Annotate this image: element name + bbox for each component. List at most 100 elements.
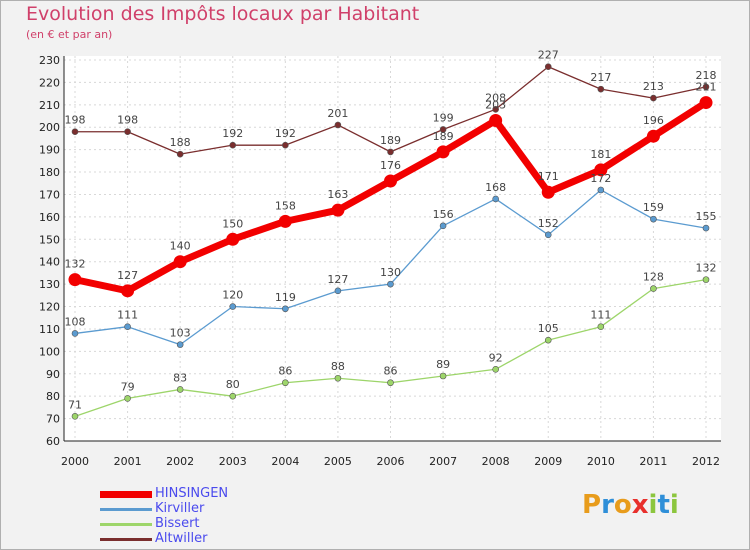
data-label: 218 — [696, 69, 717, 82]
legend-label: Kirviller — [155, 501, 205, 516]
x-tick-label: 2003 — [219, 455, 247, 468]
x-tick-label: 2007 — [429, 455, 457, 468]
data-point — [124, 323, 131, 331]
data-label: 176 — [380, 159, 401, 172]
data-point — [121, 284, 135, 298]
data-point — [124, 128, 131, 136]
data-label: 79 — [121, 380, 135, 393]
data-point — [650, 285, 657, 292]
y-tick-label: 220 — [39, 76, 60, 89]
legend-swatch-altwiller — [100, 538, 152, 541]
data-point — [282, 305, 289, 313]
data-point — [384, 174, 397, 188]
data-point — [702, 224, 710, 232]
y-tick-label: 60 — [46, 435, 60, 448]
data-label: 150 — [222, 217, 243, 230]
data-point — [544, 231, 552, 239]
data-point — [492, 365, 499, 373]
x-tick-label: 2011 — [639, 455, 667, 468]
y-tick-label: 160 — [39, 211, 60, 224]
legend-label: HINSINGEN — [155, 486, 229, 501]
data-label: 80 — [226, 378, 240, 391]
data-point — [229, 141, 237, 149]
data-point — [278, 214, 292, 228]
y-tick-label: 90 — [46, 368, 60, 381]
data-label: 111 — [117, 309, 138, 322]
plot-area — [64, 56, 721, 441]
data-label: 92 — [489, 351, 503, 364]
y-tick-label: 70 — [46, 413, 60, 426]
data-label: 198 — [117, 114, 138, 127]
y-tick-label: 100 — [39, 345, 60, 358]
data-label: 192 — [275, 127, 296, 140]
x-tick-label: 2010 — [587, 455, 615, 468]
data-label: 132 — [696, 262, 717, 275]
data-point — [334, 287, 342, 295]
y-tick-label: 190 — [39, 144, 60, 157]
data-label: 198 — [65, 114, 86, 127]
legend-swatch-hinsingen — [100, 491, 152, 498]
data-label: 88 — [331, 360, 345, 373]
logo-letter: x — [631, 490, 649, 520]
brand-logo: Proxiti — [582, 490, 679, 520]
data-point — [544, 63, 552, 71]
y-tick-label: 180 — [39, 166, 60, 179]
data-label: 189 — [380, 134, 401, 147]
data-label: 140 — [170, 240, 191, 253]
data-label: 86 — [278, 365, 292, 378]
data-point — [650, 215, 657, 223]
data-point — [282, 141, 289, 149]
data-label: 196 — [643, 114, 664, 127]
data-point — [597, 85, 605, 93]
y-tick-label: 230 — [39, 54, 60, 67]
data-point — [439, 372, 447, 380]
y-tick-label: 120 — [39, 301, 60, 314]
logo-letter: P — [582, 490, 602, 520]
data-label: 130 — [380, 266, 401, 279]
y-tick-label: 200 — [39, 121, 60, 134]
data-label: 108 — [65, 315, 86, 328]
y-tick-label: 210 — [39, 99, 60, 112]
data-label: 119 — [275, 291, 296, 304]
data-label: 127 — [117, 269, 138, 282]
y-tick-label: 140 — [39, 256, 60, 269]
data-label: 103 — [170, 327, 191, 340]
data-label: 199 — [433, 111, 454, 124]
data-label: 132 — [65, 258, 86, 271]
y-tick-label: 130 — [39, 278, 60, 291]
data-point — [702, 276, 710, 283]
legend-label: Bissert — [155, 516, 200, 531]
data-point — [71, 330, 79, 337]
data-point — [597, 323, 605, 331]
data-point — [71, 128, 79, 136]
data-point — [387, 379, 394, 387]
y-tick-label: 170 — [39, 188, 60, 201]
data-label: 217 — [590, 71, 611, 84]
data-point — [541, 185, 555, 199]
data-point — [282, 379, 289, 387]
data-label: 159 — [643, 201, 664, 214]
data-point — [226, 232, 240, 246]
data-point — [176, 341, 184, 348]
data-point — [229, 392, 237, 400]
x-tick-label: 2004 — [271, 455, 299, 468]
data-point — [650, 94, 657, 102]
data-label: 120 — [222, 289, 243, 302]
data-point — [124, 395, 131, 402]
data-label: 71 — [68, 398, 82, 411]
data-label: 128 — [643, 271, 664, 284]
data-point — [176, 150, 184, 158]
data-point — [439, 126, 447, 133]
data-point — [646, 129, 660, 143]
data-label: 158 — [275, 199, 296, 212]
data-point — [331, 203, 345, 217]
data-label: 89 — [436, 358, 450, 371]
data-label: 155 — [696, 210, 717, 223]
data-point — [176, 386, 184, 393]
data-point — [439, 222, 447, 230]
data-point — [68, 273, 82, 287]
logo-letter: i — [648, 490, 658, 520]
data-point — [492, 195, 499, 203]
data-label: 208 — [485, 91, 506, 104]
